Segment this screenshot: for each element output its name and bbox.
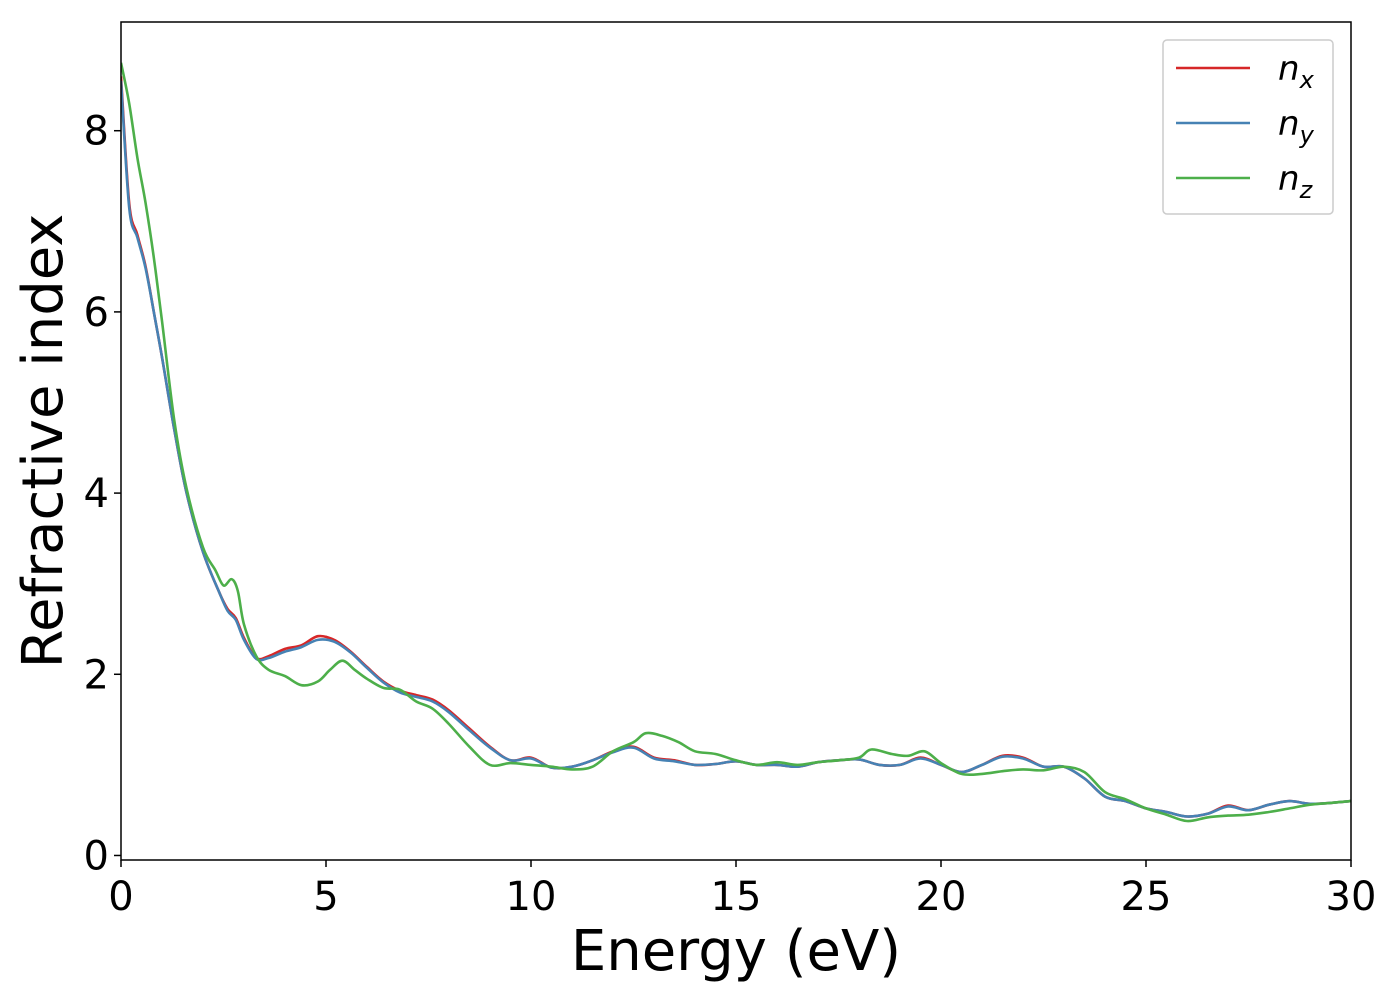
x-tick-label: 15	[711, 874, 762, 920]
legend-box	[1162, 39, 1334, 215]
y-tick-label: 0	[84, 833, 109, 879]
legend-label-z: nz	[1278, 159, 1314, 204]
y-tick-label: 6	[84, 290, 109, 336]
y-tick-label: 8	[84, 109, 109, 155]
x-tick-label: 30	[1326, 874, 1377, 920]
plot-background	[121, 22, 1351, 860]
x-tick-label: 0	[108, 874, 133, 920]
x-tick-label: 5	[313, 874, 338, 920]
x-tick-label: 25	[1121, 874, 1172, 920]
series-line-z	[121, 62, 1351, 823]
y-tick-label: 2	[84, 652, 109, 698]
x-tick-label: 10	[506, 874, 557, 920]
x-axis-label: Energy (eV)	[571, 919, 901, 984]
legend-label-y: ny	[1278, 104, 1315, 149]
series-line-y	[121, 80, 1351, 818]
x-tick-label: 20	[916, 874, 967, 920]
y-axis: 0 2 4 6 8	[84, 109, 121, 879]
y-axis-label: Refractive index	[11, 214, 76, 669]
y-tick-label: 4	[84, 471, 109, 517]
legend: nx ny nz	[1162, 39, 1334, 215]
legend-label-x: nx	[1278, 49, 1315, 94]
x-axis: 0 5 10 15 20 25 30	[108, 860, 1376, 920]
series-layer	[121, 62, 1351, 823]
